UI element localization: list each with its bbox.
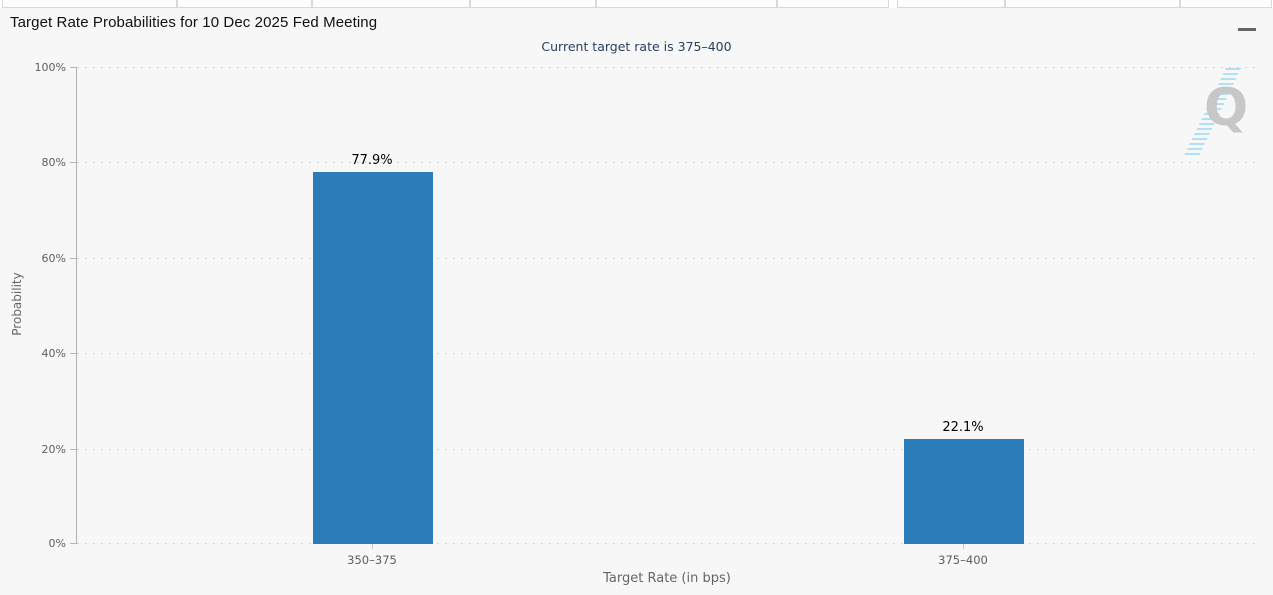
bar-value-label: 77.9% — [351, 153, 393, 168]
y-grid-line — [77, 162, 1259, 163]
y-tick-label: 100% — [34, 61, 66, 74]
top-tab-stub[interactable] — [1005, 0, 1180, 8]
top-tab-stub[interactable] — [470, 0, 596, 8]
y-grid-line — [77, 258, 1259, 259]
x-axis-tick — [372, 544, 373, 549]
top-tab-stub[interactable] — [897, 0, 1005, 8]
top-tab-stub[interactable] — [777, 0, 889, 8]
plot-area — [76, 67, 1259, 544]
bar-value-label: 22.1% — [942, 420, 984, 435]
y-axis-tick — [70, 353, 76, 354]
category-label: 375–400 — [938, 553, 988, 567]
top-tab-stub[interactable] — [1180, 0, 1272, 8]
category-label: 350–375 — [347, 553, 397, 567]
top-tab-stub[interactable] — [2, 0, 177, 8]
y-tick-label: 80% — [41, 156, 66, 169]
y-grid-line — [77, 449, 1259, 450]
top-tab-stub[interactable] — [596, 0, 777, 8]
hamburger-menu-button[interactable] — [1236, 19, 1258, 37]
hamburger-icon — [1238, 28, 1256, 31]
y-axis-tick — [70, 449, 76, 450]
x-axis-tick — [963, 544, 964, 549]
y-grid-line — [77, 353, 1259, 354]
x-axis-title: Target Rate (in bps) — [603, 571, 731, 586]
y-grid-line — [77, 543, 1259, 544]
chart-subtitle: Current target rate is 375–400 — [541, 39, 732, 54]
fed-meeting-probabilities-chart: Target Rate Probabilities for 10 Dec 202… — [0, 8, 1273, 595]
top-tab-stub[interactable] — [177, 0, 312, 8]
y-axis-tick — [70, 258, 76, 259]
y-axis-title: Probability — [10, 272, 24, 336]
top-tab-strip — [0, 0, 1273, 8]
y-tick-label: 40% — [41, 347, 66, 360]
bar[interactable] — [904, 439, 1024, 544]
top-tab-stub[interactable] — [312, 0, 470, 8]
y-grid-line — [77, 67, 1259, 68]
y-tick-label: 60% — [41, 252, 66, 265]
y-tick-label: 0% — [48, 537, 66, 550]
chart-title: Target Rate Probabilities for 10 Dec 202… — [10, 14, 378, 31]
y-axis-tick — [70, 543, 76, 544]
y-tick-label: 20% — [41, 443, 66, 456]
y-axis-tick — [70, 162, 76, 163]
bar[interactable] — [313, 172, 433, 544]
y-axis-tick — [70, 67, 76, 68]
